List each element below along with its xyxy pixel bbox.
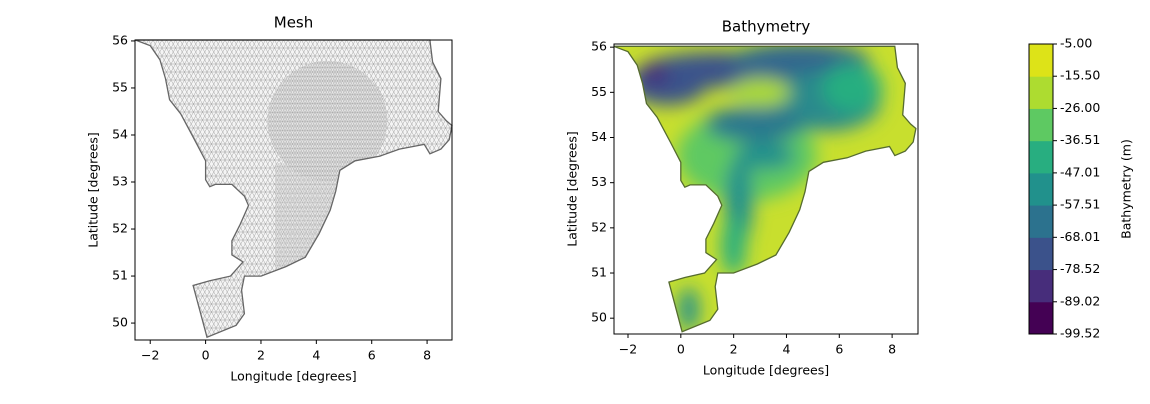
depth-blob xyxy=(627,61,708,106)
x-tick-label: 6 xyxy=(835,342,843,357)
colorbar-band xyxy=(1029,140,1053,174)
colorbar-tick-label: -15.50 xyxy=(1060,68,1100,83)
y-tick-label: 54 xyxy=(591,129,607,144)
colorbar-tick-label: -57.51 xyxy=(1060,197,1100,212)
x-tick-label: 8 xyxy=(888,342,896,357)
colorbar-tick-label: -36.51 xyxy=(1060,132,1100,147)
mesh-refined-region xyxy=(267,60,388,181)
y-axis-label: Latitude [degrees] xyxy=(565,131,580,247)
y-tick-label: 55 xyxy=(591,84,607,99)
x-tick-label: 2 xyxy=(257,348,265,363)
depth-blob xyxy=(640,62,669,87)
colorbar-band xyxy=(1029,205,1053,238)
x-tick-label: 0 xyxy=(202,348,210,363)
x-axis-label: Longitude [degrees] xyxy=(230,369,356,384)
depth-blob xyxy=(704,105,805,142)
y-tick-label: 55 xyxy=(112,79,128,94)
colorbar-band xyxy=(1029,172,1053,206)
x-tick-label: −2 xyxy=(141,348,159,363)
y-tick-label: 52 xyxy=(591,219,607,234)
chart-title: Bathymetry xyxy=(722,18,811,36)
chart-title: Mesh xyxy=(274,14,314,32)
y-axis-label: Latitude [degrees] xyxy=(86,132,101,248)
colorbar-tick-label: -99.52 xyxy=(1060,326,1100,341)
x-tick-label: 4 xyxy=(782,342,790,357)
colorbar-tick-label: -26.00 xyxy=(1060,100,1100,115)
y-tick-label: 56 xyxy=(591,39,607,54)
y-tick-label: 56 xyxy=(112,32,128,47)
colorbar-label: Bathymetry (m) xyxy=(1119,139,1134,239)
depth-blob xyxy=(822,62,883,113)
depth-blob xyxy=(721,215,746,276)
colorbar-frame xyxy=(1028,43,1054,335)
colorbar-band xyxy=(1029,301,1053,335)
y-tick-label: 50 xyxy=(112,315,128,330)
colorbar-band xyxy=(1029,76,1053,109)
colorbar-tick-label: -47.01 xyxy=(1060,164,1100,179)
x-axis-label: Longitude [degrees] xyxy=(703,363,829,378)
x-tick-label: −2 xyxy=(619,342,637,357)
colorbar-band xyxy=(1029,44,1053,77)
x-tick-label: 6 xyxy=(368,348,376,363)
y-tick-label: 53 xyxy=(112,174,128,189)
x-tick-label: 2 xyxy=(730,342,738,357)
depth-blob xyxy=(730,78,791,107)
colorbar-band xyxy=(1029,237,1053,271)
bathymetry-blobs xyxy=(627,46,883,332)
colorbar-band xyxy=(1029,108,1053,142)
x-tick-label: 0 xyxy=(677,342,685,357)
x-tick-label: 8 xyxy=(423,348,431,363)
y-tick-label: 54 xyxy=(112,126,128,141)
x-tick-label: 4 xyxy=(312,348,320,363)
colorbar-tick-label: -89.02 xyxy=(1060,293,1100,308)
bathymetry-field xyxy=(627,46,883,332)
colorbar-tick-label: -78.52 xyxy=(1060,261,1100,276)
axes-frame xyxy=(613,43,919,335)
y-tick-label: 52 xyxy=(112,221,128,236)
colorbar-band xyxy=(1029,269,1053,303)
depth-blob xyxy=(678,287,699,332)
y-tick-label: 51 xyxy=(591,265,607,280)
y-tick-label: 53 xyxy=(591,174,607,189)
y-tick-label: 50 xyxy=(591,310,607,325)
y-tick-label: 51 xyxy=(112,268,128,283)
axes-frame xyxy=(134,39,453,341)
coastline xyxy=(613,45,917,333)
colorbar-tick-label: -68.01 xyxy=(1060,229,1100,244)
depth-blob xyxy=(735,141,796,170)
colorbar-tick-label: -5.00 xyxy=(1060,36,1092,51)
coastline xyxy=(135,39,453,339)
